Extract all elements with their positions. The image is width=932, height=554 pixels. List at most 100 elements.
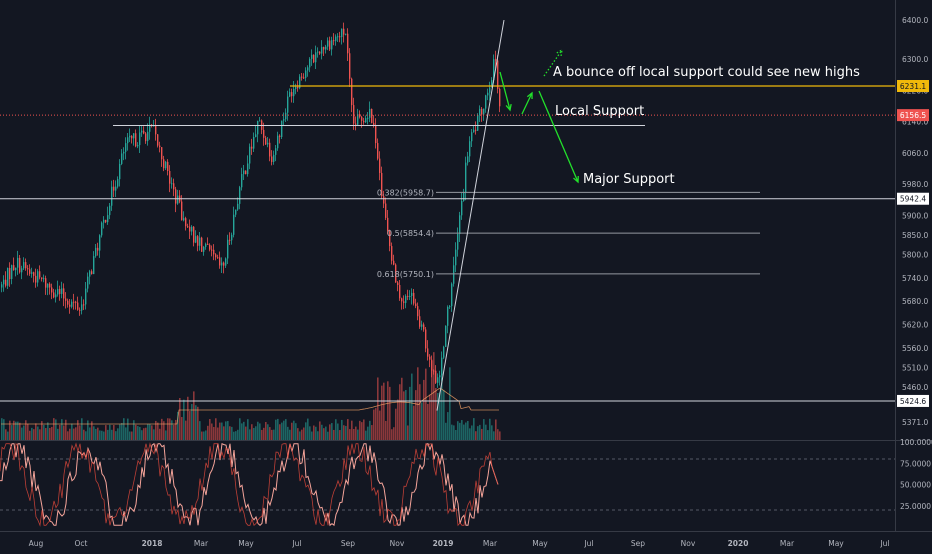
candle-body [479,108,481,116]
volume-bar [269,427,271,440]
volume-bar [121,422,123,440]
candle-body [43,278,45,280]
volume-bar [355,426,357,440]
price-tick-label: 5680.0 [902,297,928,306]
candle-body [189,226,191,232]
volume-bar [45,428,47,440]
candle-body [197,236,199,246]
volume-bar [53,418,55,440]
candle-body [449,306,451,308]
volume-bar [389,386,391,440]
candle-body [317,51,319,53]
volume-bar [407,425,409,440]
volume-bar [21,427,23,440]
candle-body [277,135,279,149]
volume-bar [293,420,295,440]
time-tick-label: Jul [879,539,889,548]
volume-bar [241,423,243,440]
candle-body [225,258,227,266]
candle-body [165,161,167,169]
volume-bar [287,426,289,440]
volume-bar [249,429,251,440]
candle-body [91,271,93,275]
candle-body [271,156,273,162]
candle-body [217,257,219,259]
candle-body [453,265,455,284]
volume-bar [55,419,57,440]
candle-body [313,54,315,63]
price-tick-label: 5510.0 [902,364,928,373]
volume-bar [91,421,93,440]
candle-body [477,115,479,131]
candle-body [81,304,83,311]
candle-body [229,239,231,241]
volume-bar [471,425,473,440]
volume-bar [405,390,407,440]
candle-body [363,120,365,123]
volume-bar [375,408,377,440]
annotation-arrows [499,48,579,184]
candle-body [371,108,373,123]
candle-body [125,143,127,152]
volume-bar [267,424,269,440]
volume-bar [105,425,107,440]
candle-body [105,219,107,223]
candle-body [139,132,141,146]
candle-body [299,76,301,89]
volume-bar [215,418,217,440]
stoch-d-line [0,442,499,527]
trendline [436,19,505,411]
candle-body [29,269,31,274]
candle-body [101,222,103,236]
volume-bar [273,429,275,440]
price-badge [897,192,929,205]
volume-bar [25,420,27,440]
volume-bar [297,428,299,440]
volume-bar [329,424,331,440]
volume-bar [229,426,231,440]
volume-bar [475,431,477,440]
volume-bar [283,420,285,440]
volume-bar [291,422,293,440]
price-tick-label: 5850.0 [902,231,928,240]
volume-bar [489,418,491,440]
volume-bar [353,429,355,440]
time-tick-label: Aug [29,539,44,548]
candle-body [285,112,287,120]
price-tick-label: 6060.0 [902,149,928,158]
stoch-tick-label: 50.0000 [900,481,931,490]
candle-body [133,133,135,139]
time-tick-label: 2019 [433,539,454,548]
candle-body [237,203,239,210]
volume-bar [491,425,493,440]
candle-body [115,186,117,191]
volume-bar [373,409,375,440]
candle-body [147,131,149,142]
candle-body [73,301,75,303]
candle-body [17,257,19,268]
candle-body [495,59,497,61]
candle-body [219,257,221,266]
candle-body [161,147,163,160]
volume-bar [23,425,25,440]
candle-body [335,36,337,41]
volume-bar [131,431,133,440]
time-tick-label: Mar [780,539,795,548]
time-tick-label: 2018 [142,539,163,548]
volume-bar [233,431,235,440]
candle-body [95,247,97,257]
candle-body [83,304,85,306]
price-badge [897,80,929,93]
candle-body [149,124,151,132]
candle-body [469,141,471,157]
candle-body [475,129,477,131]
candle-body [491,80,493,88]
stoch-k-line [0,442,499,527]
candle-body [33,272,35,276]
time-tick-label: Mar [194,539,209,548]
volume-bar [455,429,457,440]
volume-bar [65,419,67,440]
candle-body [339,36,341,38]
candle-body [297,86,299,89]
candle-body [57,288,59,295]
